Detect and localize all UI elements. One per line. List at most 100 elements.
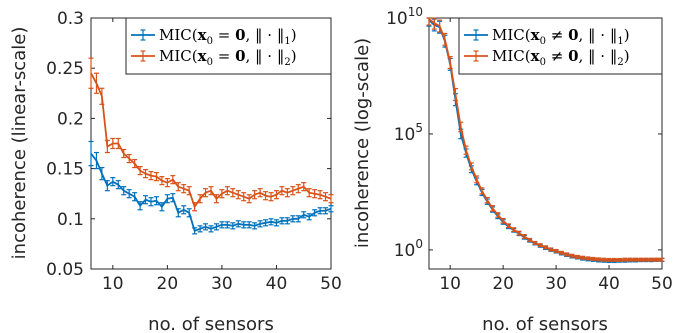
error-bar [235,190,241,200]
error-bar [458,121,464,133]
error-bar [284,188,290,198]
error-bar [192,227,198,235]
error-bar [431,17,437,30]
x-axis-label: no. of sensors [482,314,608,333]
error-bar [219,189,225,199]
error-bar [153,172,159,182]
error-bar [268,218,274,226]
error-bar [257,188,263,198]
error-bar [295,215,301,223]
error-bar [611,257,617,262]
error-bar [301,182,307,192]
error-bar [279,186,285,196]
legend-entry-1: MIC(x0 = 0, ‖ · ‖1) [131,26,297,47]
error-bar [505,223,511,229]
error-bar [110,137,116,150]
error-bar [104,139,110,154]
error-bar [246,194,252,204]
error-bar [252,222,258,230]
error-bar [121,148,127,159]
legend: MIC(x0 = 0, ‖ · ‖1)MIC(x0 = 0, ‖ · ‖2) [125,17,332,75]
error-bar [224,221,230,229]
error-bar [192,202,198,212]
error-bar [241,221,247,229]
error-bar [569,253,575,258]
error-bar [263,191,269,201]
error-bar [241,192,247,202]
legend-entries: MIC(x0 ≠ 0, ‖ · ‖1)MIC(x0 ≠ 0, ‖ · ‖2) [464,26,630,68]
error-bar [164,178,170,188]
error-bar [279,217,285,225]
error-bar [500,217,506,224]
error-bar [290,186,296,196]
error-bar [175,182,181,192]
error-bar [490,205,496,212]
error-bar [312,209,318,217]
error-bar [312,189,318,199]
x-tick-label: 40 [266,274,288,294]
x-tick-label: 20 [492,274,514,294]
error-bar [659,257,665,262]
error-bar [203,188,209,198]
error-bar [170,193,176,203]
error-bar [543,245,548,250]
error-bar [115,180,121,190]
error-bar [148,197,154,207]
error-bar [126,189,132,199]
series-layer [426,17,665,264]
error-bar [143,195,149,205]
error-bar [521,234,527,239]
error-bar [511,227,517,233]
error-bar [181,184,187,194]
legend-entry-2: MIC(x0 = 0, ‖ · ‖2) [131,47,297,68]
error-bar [585,256,591,261]
error-bar [601,257,607,262]
error-bar [164,194,170,204]
error-bar [99,87,105,105]
error-bar [213,223,219,231]
error-bar [148,171,154,181]
legend-entry-2: MIC(x0 ≠ 0, ‖ · ‖2) [464,47,630,68]
x-axis-label: no. of sensors [148,314,274,333]
error-bar [224,186,230,196]
error-bar [463,145,469,155]
error-bar [186,208,192,218]
error-bar [306,213,312,221]
y-tick-label: 0.05 [46,260,84,280]
y-axis-label: incoherence (linear-scale) [9,27,30,260]
error-bar [197,194,203,204]
error-bar [93,72,99,94]
legend: MIC(x0 ≠ 0, ‖ · ‖1)MIC(x0 ≠ 0, ‖ · ‖2) [458,17,663,75]
error-bar [548,247,554,252]
error-bar [595,257,601,262]
error-bar [564,252,570,257]
error-bar [88,57,94,89]
error-bar [181,205,187,215]
error-bar [558,250,564,255]
error-bar [110,177,116,187]
error-bar [516,230,522,236]
error-bar [126,153,132,164]
error-bar [484,196,490,204]
error-bar [263,219,269,227]
error-bar [284,217,290,225]
legend-label: MIC(x0 = 0, ‖ · ‖2) [159,47,297,68]
error-bar [306,188,312,198]
error-bar [208,186,214,196]
error-bar [252,190,258,200]
error-bar [301,211,307,219]
x-tick-label: 10 [439,274,461,294]
error-bar [437,19,443,33]
error-bar [627,257,633,262]
error-bar [175,208,181,218]
y-tick-label: 0.1 [57,210,84,230]
error-bar [323,207,329,215]
axis-ticks: 10 20 30 40 50 0.05 0.1 0.15 0.2 0.25 0.3 [46,9,342,294]
error-bar [638,257,644,262]
log-scale-panel: 10 20 30 40 50 100 105 1010 no. of sensors inco… [352,5,673,333]
y-axis-label: incoherence (log-scale) [352,38,373,248]
error-bar [170,175,176,185]
error-bar [317,190,323,200]
error-bar [257,220,263,228]
